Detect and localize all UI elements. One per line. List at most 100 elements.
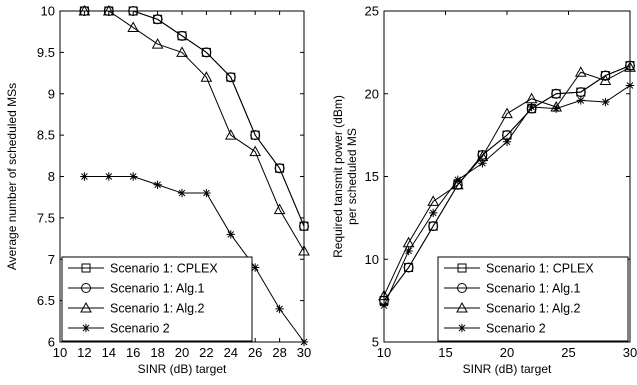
x-axis-label: SINR (dB) target xyxy=(463,362,552,376)
data-point xyxy=(625,60,635,71)
legend-marker xyxy=(80,301,92,313)
x-tick-label: 30 xyxy=(623,345,637,360)
data-point xyxy=(378,289,390,301)
series-scenario-2 xyxy=(379,81,635,310)
data-point xyxy=(527,102,536,112)
data-point xyxy=(478,159,487,168)
data-point xyxy=(127,21,140,33)
data-point xyxy=(451,178,464,190)
y-tick-label: 10 xyxy=(41,4,55,19)
y-tick-label: 10 xyxy=(365,252,379,267)
data-point xyxy=(576,96,585,105)
data-point xyxy=(552,104,561,113)
legend-marker xyxy=(457,263,467,273)
series-scenario-2 xyxy=(80,172,309,347)
data-point xyxy=(275,304,284,314)
y-tick-label: 15 xyxy=(365,169,379,184)
data-point xyxy=(427,195,440,206)
legend-label: Scenario 1: Alg.2 xyxy=(110,302,205,316)
data-point xyxy=(250,130,261,141)
data-point xyxy=(501,107,513,119)
data-point xyxy=(299,337,309,347)
y-axis-label: Average number of scheduled MSs xyxy=(5,83,19,270)
legend-marker xyxy=(81,263,91,273)
x-tick-label: 10 xyxy=(53,345,67,360)
data-point xyxy=(102,4,115,16)
legend-label: Scenario 1: CPLEX xyxy=(110,262,218,276)
y-tick-label: 20 xyxy=(365,86,379,101)
series-line xyxy=(84,176,305,343)
x-tick-label: 25 xyxy=(561,345,575,360)
x-tick-label: 28 xyxy=(272,345,286,360)
x-axis-label: SINR (dB) target xyxy=(138,362,227,376)
data-point xyxy=(625,81,635,90)
data-point xyxy=(200,71,213,82)
series-scenario-1-alg-2 xyxy=(78,4,310,256)
data-point xyxy=(177,30,187,41)
data-point xyxy=(273,203,286,215)
data-point xyxy=(624,61,636,72)
data-point xyxy=(274,163,285,174)
data-point xyxy=(224,129,237,140)
legend-label: Scenario 1: Alg.2 xyxy=(486,302,581,316)
y-tick-label: 7.5 xyxy=(37,210,55,225)
y-axis-label: per scheduled MS xyxy=(345,128,359,225)
legend-marker xyxy=(81,323,91,333)
data-point xyxy=(379,301,389,310)
data-point xyxy=(251,263,260,272)
legend: Scenario 1: CPLEX Scenario 1: Alg.1 Scenar… xyxy=(437,256,629,342)
data-point xyxy=(428,221,439,232)
data-point xyxy=(152,14,163,25)
legend: Scenario 1: CPLEX Scenario 1: Alg.1 Scenar… xyxy=(61,256,253,342)
y-tick-label: 9 xyxy=(48,86,55,101)
data-point xyxy=(80,172,89,181)
series-line xyxy=(383,66,631,296)
legend-label: Scenario 1: CPLEX xyxy=(486,262,594,276)
data-point xyxy=(299,221,309,232)
legend-label: Scenario 2 xyxy=(110,322,170,336)
data-point xyxy=(601,97,610,107)
data-point xyxy=(403,262,414,273)
x-tick-label: 24 xyxy=(224,345,238,360)
x-tick-label: 10 xyxy=(377,345,391,360)
x-tick-label: 12 xyxy=(77,345,91,360)
data-point xyxy=(525,92,538,104)
series-line xyxy=(84,10,305,227)
data-point xyxy=(129,172,138,181)
data-point xyxy=(176,46,188,57)
data-point xyxy=(453,175,462,185)
legend-label: Scenario 1: Alg.1 xyxy=(110,282,205,296)
x-tick-label: 18 xyxy=(150,345,164,360)
legend-marker xyxy=(456,301,468,313)
legend-box xyxy=(61,256,253,342)
data-point xyxy=(153,180,162,189)
y-tick-label: 7 xyxy=(48,252,55,267)
legend-label: Scenario 2 xyxy=(486,322,546,336)
data-point xyxy=(151,38,164,49)
data-point xyxy=(128,6,139,16)
data-point xyxy=(574,66,587,77)
chart-1: 10 12 14 16 18 20 22 24 26 28 30 6 6.5 7 7.5 8 8.5 9 9.5 10… xyxy=(5,4,311,377)
data-point xyxy=(249,145,262,157)
data-point xyxy=(404,246,413,256)
data-point xyxy=(202,188,211,198)
data-point xyxy=(429,208,438,218)
x-tick-label: 20 xyxy=(500,345,514,360)
y-tick-label: 8 xyxy=(48,169,55,184)
x-tick-label: 16 xyxy=(126,345,140,360)
x-tick-label: 15 xyxy=(438,345,452,360)
data-point xyxy=(298,244,310,256)
legend-marker xyxy=(457,323,467,333)
data-point xyxy=(78,4,91,16)
data-point xyxy=(551,88,562,99)
y-tick-label: 8.5 xyxy=(37,128,55,143)
legend-marker xyxy=(457,283,467,293)
legend-label: Scenario 1: Alg.1 xyxy=(486,282,581,296)
data-point xyxy=(104,172,113,181)
data-point xyxy=(201,47,212,58)
x-tick-label: 14 xyxy=(102,345,116,360)
x-tick-label: 22 xyxy=(199,345,213,360)
y-tick-label: 6 xyxy=(48,335,55,350)
